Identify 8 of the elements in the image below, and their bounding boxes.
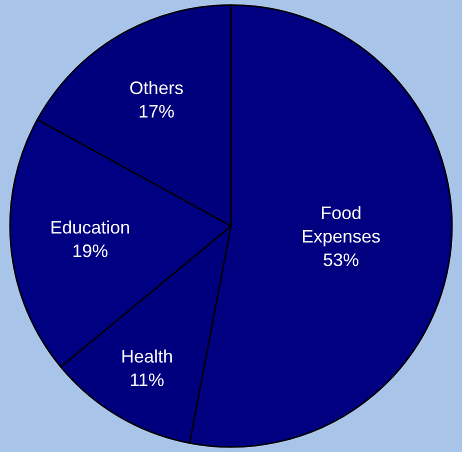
data-label: 11% xyxy=(130,370,164,390)
slice-label: Education xyxy=(50,218,130,238)
data-label: 53% xyxy=(322,250,360,270)
slice-label: Food Expenses xyxy=(301,203,381,246)
slice-label: Health xyxy=(120,346,173,366)
slice-label: Others xyxy=(129,78,184,98)
data-label: 17% xyxy=(138,102,174,122)
data-label: 19% xyxy=(72,241,108,262)
